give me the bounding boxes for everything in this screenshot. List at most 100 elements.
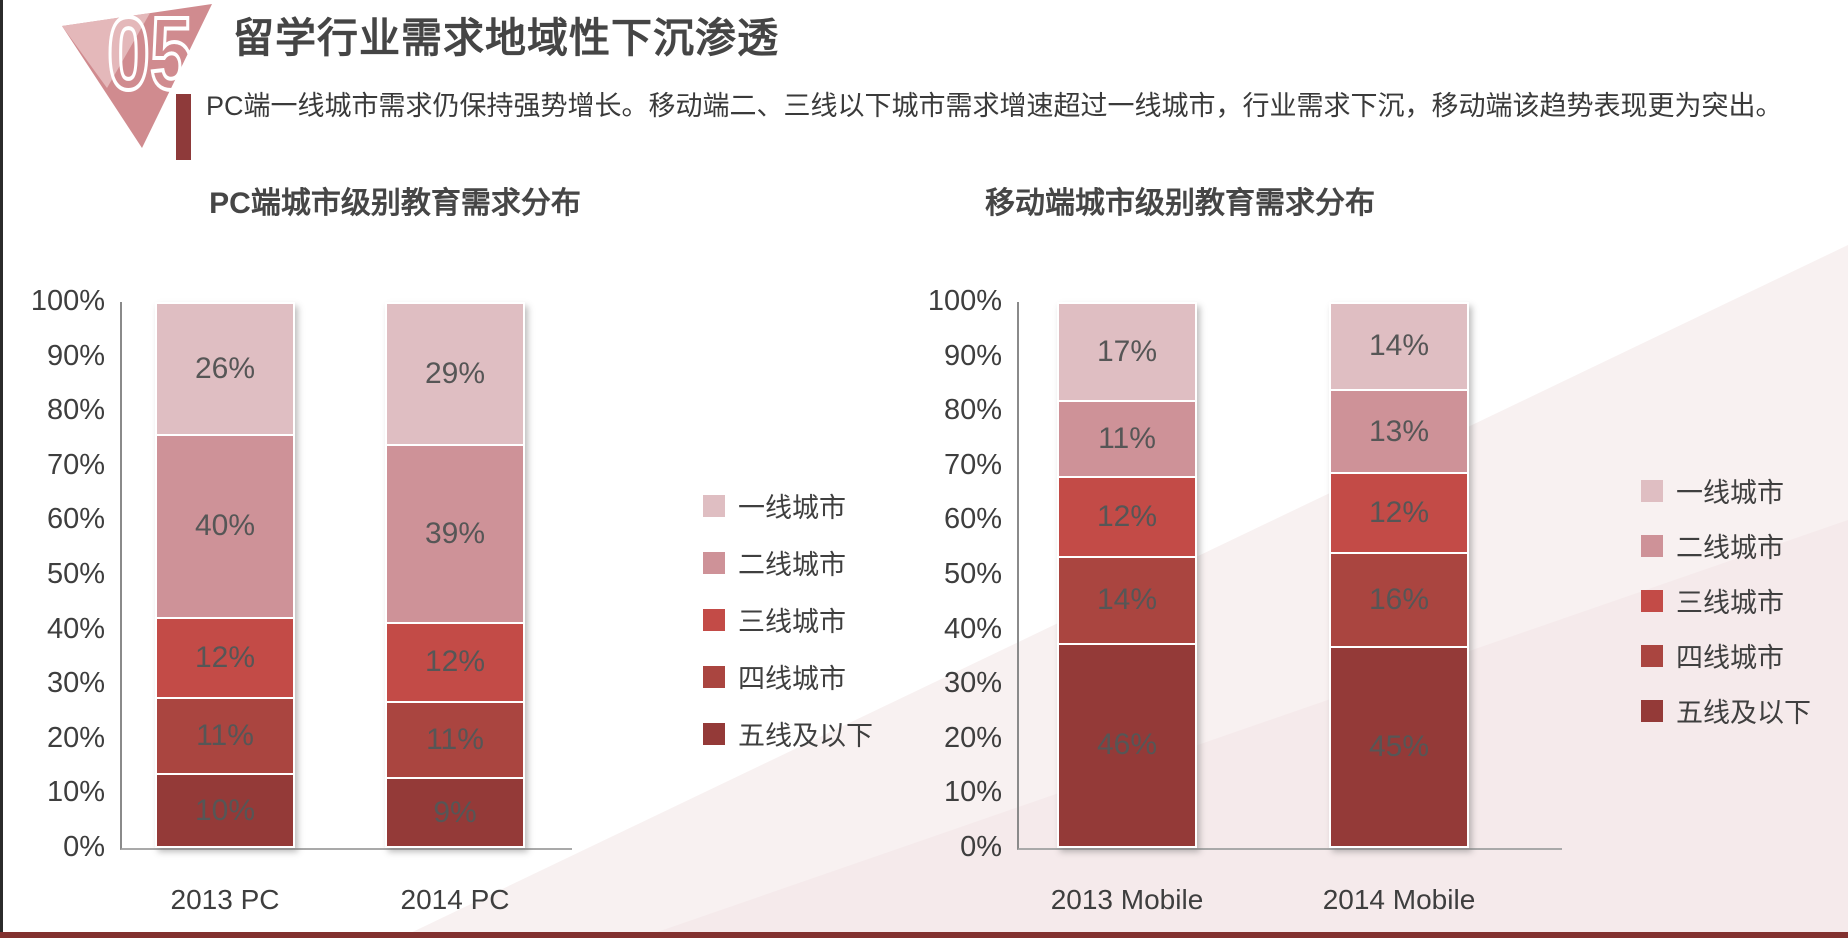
bar-segment: 29% bbox=[387, 304, 523, 444]
y-axis-tick-label: 80% bbox=[46, 394, 105, 427]
y-axis-tick-label: 90% bbox=[943, 339, 1002, 372]
plot-area bbox=[1017, 302, 1562, 850]
x-axis-category-label: 2013 Mobile bbox=[1050, 884, 1204, 915]
y-axis-tick-label: 80% bbox=[943, 394, 1002, 427]
legend-label: 三线城市 bbox=[1676, 588, 1784, 618]
bar-column: 17% 11% 12% 14% 46% bbox=[1057, 302, 1197, 848]
bar-segment: 12% bbox=[157, 616, 293, 697]
y-axis-tick-label: 90% bbox=[46, 339, 105, 372]
page-title: 留学行业需求地域性下沉渗透 bbox=[233, 15, 779, 61]
bar-segment: 16% bbox=[1331, 551, 1467, 647]
intro-paragraph: PC端一线城市需求仍保持强势增长。移动端二、三线以下城市需求增速超过一线城市，行… bbox=[206, 91, 1783, 121]
bar-value-label: 46% bbox=[1096, 728, 1158, 762]
bar-value-label: 39% bbox=[424, 516, 486, 550]
legend-item: 五线及以下 bbox=[703, 705, 873, 762]
y-axis-tick-label: 30% bbox=[46, 667, 105, 700]
legend-item: 四线城市 bbox=[1641, 628, 1811, 683]
bar-value-label: 45% bbox=[1368, 730, 1430, 764]
bar-value-label: 17% bbox=[1096, 334, 1158, 368]
legend-item: 四线城市 bbox=[703, 648, 873, 705]
legend-swatch bbox=[1641, 479, 1663, 502]
y-axis-tick-label: 60% bbox=[46, 503, 105, 536]
y-axis-tick-label: 20% bbox=[943, 721, 1002, 754]
bar-value-label: 12% bbox=[424, 645, 486, 679]
legend-label: 五线及以下 bbox=[738, 721, 873, 751]
bar-value-label: 10% bbox=[194, 793, 256, 827]
badge-triangle-highlight bbox=[62, 13, 150, 88]
x-axis-category-label: 2014 PC bbox=[400, 884, 510, 915]
section-number: 05 bbox=[106, 0, 195, 111]
bar-segment: 14% bbox=[1059, 555, 1195, 643]
legend-item: 一线城市 bbox=[1641, 463, 1811, 518]
chart-title: 移动端城市级别教育需求分布 bbox=[985, 187, 1375, 220]
bar-column: 14% 13% 12% 16% 45% bbox=[1329, 302, 1469, 848]
legend-swatch bbox=[703, 665, 725, 688]
chart-title: PC端城市级别教育需求分布 bbox=[209, 187, 581, 220]
bar-segment: 12% bbox=[387, 621, 523, 702]
legend-item: 三线城市 bbox=[1641, 573, 1811, 628]
legend-label: 四线城市 bbox=[1676, 643, 1784, 673]
legend-item: 三线城市 bbox=[703, 591, 873, 648]
legend-swatch bbox=[1641, 644, 1663, 667]
x-axis-category-label: 2014 Mobile bbox=[1322, 884, 1476, 915]
y-axis-tick-label: 0% bbox=[63, 831, 105, 863]
y-axis-tick-label: 10% bbox=[46, 776, 105, 809]
bar-segment: 9% bbox=[387, 777, 523, 847]
bar-value-label: 13% bbox=[1368, 414, 1430, 448]
bar-segment: 11% bbox=[1059, 399, 1195, 476]
bar-segment: 12% bbox=[1059, 475, 1195, 556]
legend-swatch bbox=[703, 608, 725, 631]
y-axis-tick-label: 40% bbox=[46, 612, 105, 645]
slide-left-border bbox=[0, 0, 3, 938]
legend: 一线城市二线城市三线城市四线城市五线及以下 bbox=[703, 477, 873, 762]
legend-label: 二线城市 bbox=[738, 550, 846, 580]
bar-segment: 10% bbox=[157, 773, 293, 846]
legend-swatch bbox=[703, 722, 725, 745]
y-axis-tick-label: 20% bbox=[46, 721, 105, 754]
bar-column: 29% 39% 12% 11% 9% bbox=[385, 302, 525, 848]
y-axis-tick-label: 70% bbox=[943, 448, 1002, 481]
y-axis-tick-label: 100% bbox=[30, 285, 105, 317]
plot-area bbox=[120, 302, 572, 850]
legend-swatch bbox=[1641, 534, 1663, 557]
y-axis-tick-label: 50% bbox=[46, 558, 105, 590]
bar-value-label: 11% bbox=[426, 723, 484, 757]
legend-item: 二线城市 bbox=[1641, 518, 1811, 573]
legend-swatch bbox=[703, 551, 725, 574]
bar-segment: 46% bbox=[1059, 642, 1195, 846]
y-axis-tick-label: 70% bbox=[46, 448, 105, 481]
legend-swatch bbox=[1641, 589, 1663, 612]
bar-value-label: 11% bbox=[1098, 421, 1156, 455]
bar-value-label: 12% bbox=[1096, 499, 1158, 533]
legend-label: 一线城市 bbox=[738, 493, 846, 523]
bar-value-label: 16% bbox=[1368, 583, 1430, 617]
bar-segment: 14% bbox=[1331, 304, 1467, 389]
legend-item: 五线及以下 bbox=[1641, 683, 1811, 738]
bar-value-label: 29% bbox=[424, 356, 486, 390]
legend-item: 一线城市 bbox=[703, 477, 873, 534]
bar-segment: 11% bbox=[157, 696, 293, 774]
y-axis-tick-label: 40% bbox=[943, 612, 1002, 645]
bar-segment: 45% bbox=[1331, 646, 1467, 846]
bar-value-label: 40% bbox=[194, 509, 256, 543]
bar-segment: 17% bbox=[1059, 304, 1195, 400]
bar-segment: 39% bbox=[387, 443, 523, 622]
legend-label: 五线及以下 bbox=[1676, 698, 1811, 728]
bar-segment: 11% bbox=[387, 701, 523, 778]
bar-value-label: 9% bbox=[433, 795, 477, 829]
y-axis-tick-label: 60% bbox=[943, 503, 1002, 536]
bar-value-label: 12% bbox=[1368, 496, 1430, 530]
bg-triangle-deep bbox=[640, 520, 1848, 938]
bar-value-label: 11% bbox=[196, 719, 254, 753]
legend-swatch bbox=[703, 494, 725, 517]
bar-value-label: 14% bbox=[1368, 329, 1430, 363]
legend-label: 四线城市 bbox=[738, 664, 846, 694]
y-axis-tick-label: 30% bbox=[943, 667, 1002, 700]
legend-item: 二线城市 bbox=[703, 534, 873, 591]
legend-label: 三线城市 bbox=[738, 607, 846, 637]
y-axis-tick-label: 100% bbox=[927, 285, 1002, 317]
footer-accent-bar bbox=[0, 932, 1848, 938]
section-badge-triangle-icon bbox=[62, 4, 212, 148]
bar-segment: 12% bbox=[1331, 472, 1467, 552]
